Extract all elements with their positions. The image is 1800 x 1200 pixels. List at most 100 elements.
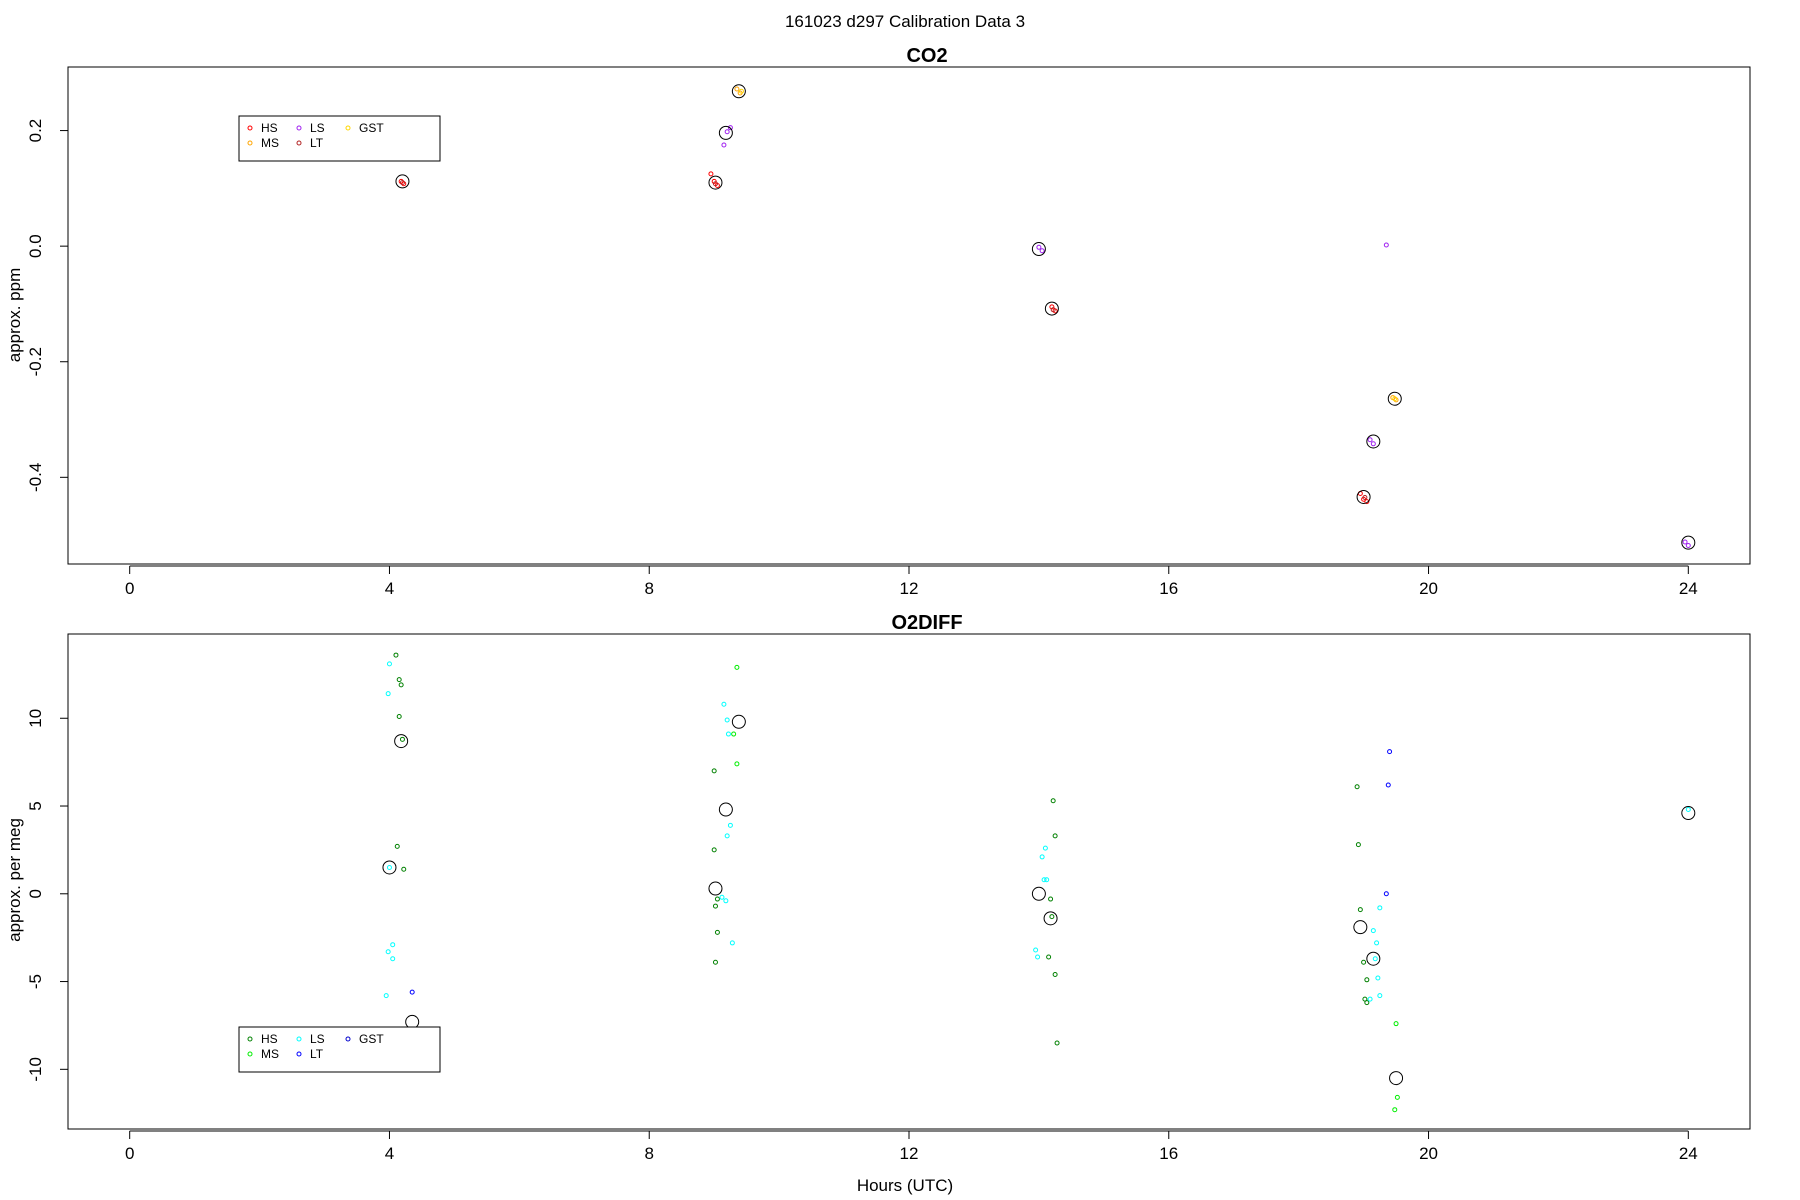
o2diff-point-hs xyxy=(714,929,720,935)
o2diff-point-ls xyxy=(390,956,396,962)
legend-label-ls: LS xyxy=(310,1032,325,1046)
o2diff-point-ls xyxy=(721,701,727,707)
legend-marker-hs xyxy=(247,1036,253,1042)
co2-data-points xyxy=(395,84,1696,550)
legend-label-gst: GST xyxy=(359,1032,384,1046)
o2diff-point-hs xyxy=(398,682,404,688)
x-tick-label: 4 xyxy=(385,1144,394,1163)
o2diff-y-axis: -10 -5 0 5 10 xyxy=(26,709,69,1082)
o2diff-point-ms xyxy=(731,731,737,737)
y-tick-label: 5 xyxy=(26,801,45,810)
legend-label-hs: HS xyxy=(261,1032,278,1046)
o2diff-panel-title: O2DIFF xyxy=(891,612,962,634)
o2diff-point-ls xyxy=(1367,996,1373,1002)
legend-marker-lt xyxy=(296,1051,302,1057)
o2diff-point-ls xyxy=(1042,845,1048,851)
co2-panel: CO2 0 4 8 12 16 20 24 -0.4 -0.2 0.0 0.2 approx. p… xyxy=(5,45,1751,598)
x-tick-label: 16 xyxy=(1159,579,1178,598)
co2-point-ls xyxy=(1370,441,1376,447)
o2diff-point-hs xyxy=(1354,784,1360,790)
o2diff-point-hs xyxy=(401,866,407,872)
o2diff-point-ls xyxy=(1375,975,1381,981)
o2diff-point-ls xyxy=(1370,928,1376,934)
co2-point-ls xyxy=(727,125,733,131)
o2diff-mean-marker xyxy=(405,1014,420,1029)
co2-point-ms xyxy=(1393,397,1399,403)
o2diff-point-ls xyxy=(723,898,729,904)
x-tick-label: 24 xyxy=(1679,1144,1698,1163)
x-tick-label: 0 xyxy=(125,579,134,598)
y-tick-label: -0.4 xyxy=(26,463,45,492)
legend-marker-ls xyxy=(296,1036,302,1042)
o2diff-data-points xyxy=(382,652,1696,1113)
co2-mean-marker xyxy=(1681,535,1696,550)
o2diff-point-hs xyxy=(714,896,720,902)
legend-label-lt: LT xyxy=(310,136,324,150)
co2-point-hs xyxy=(1049,304,1055,310)
o2diff-point-ms xyxy=(1393,1021,1399,1027)
co2-mean-marker xyxy=(708,175,723,190)
x-tick-label: 8 xyxy=(644,579,653,598)
co2-point-ls xyxy=(721,142,727,148)
legend-label-ms: MS xyxy=(261,136,279,150)
co2-point-ls xyxy=(1682,539,1688,545)
o2diff-point-hs xyxy=(399,736,405,742)
o2diff-point-lt xyxy=(1387,749,1393,755)
co2-point-ls xyxy=(1367,437,1373,443)
o2diff-point-hs xyxy=(711,768,717,774)
co2-point-ms xyxy=(734,86,740,92)
o2diff-point-ls xyxy=(1685,807,1691,813)
o2diff-point-ls xyxy=(1377,905,1383,911)
y-tick-label: 0.0 xyxy=(26,234,45,258)
legend-marker-ls xyxy=(296,125,302,131)
o2diff-point-ls xyxy=(1033,947,1039,953)
o2diff-mean-marker xyxy=(382,860,397,875)
co2-point-hs xyxy=(708,171,714,177)
x-axis-label: Hours (UTC) xyxy=(857,1176,953,1195)
o2diff-point-ls xyxy=(719,894,725,900)
x-tick-label: 16 xyxy=(1159,1144,1178,1163)
legend-marker-hs xyxy=(247,125,253,131)
co2-y-axis: -0.4 -0.2 0.0 0.2 xyxy=(26,119,69,492)
x-tick-label: 20 xyxy=(1419,579,1438,598)
x-tick-label: 20 xyxy=(1419,1144,1438,1163)
o2diff-point-hs xyxy=(711,847,717,853)
legend-marker-lt xyxy=(296,140,302,146)
o2diff-x-axis: 0 4 8 12 16 20 24 xyxy=(125,1130,1698,1163)
co2-point-ls xyxy=(724,129,730,135)
o2diff-point-hs xyxy=(396,677,402,683)
co2-point-lt xyxy=(1050,307,1056,313)
o2diff-point-hs xyxy=(712,903,718,909)
o2diff-y-axis-label: approx. per meg xyxy=(5,818,24,942)
legend-marker-gst xyxy=(345,1036,351,1042)
y-tick-label: -0.2 xyxy=(26,347,45,376)
co2-mean-marker xyxy=(1366,434,1381,449)
o2diff-point-ms xyxy=(1392,1107,1398,1113)
o2diff-point-hs xyxy=(712,959,718,965)
co2-mean-marker xyxy=(718,125,733,140)
o2diff-point-hs xyxy=(1054,1040,1060,1046)
o2diff-point-ls xyxy=(1377,993,1383,999)
o2diff-point-ls xyxy=(1035,954,1041,960)
o2diff-mean-marker xyxy=(1389,1071,1404,1086)
o2diff-point-ls xyxy=(1044,877,1050,883)
co2-mean-marker xyxy=(1044,301,1059,316)
o2diff-point-hs xyxy=(394,843,400,849)
o2diff-mean-marker xyxy=(1043,911,1058,926)
o2diff-point-ls xyxy=(385,691,391,697)
co2-point-lt xyxy=(1362,495,1368,501)
o2diff-point-ms xyxy=(1394,1094,1400,1100)
o2diff-point-ms xyxy=(734,664,740,670)
o2diff-point-lt xyxy=(1383,891,1389,897)
legend-marker-ms xyxy=(247,1051,253,1057)
co2-y-axis-label: approx. ppm xyxy=(5,268,24,363)
o2diff-point-ls xyxy=(383,993,389,999)
o2diff-point-hs xyxy=(1357,907,1363,913)
x-tick-label: 24 xyxy=(1679,579,1698,598)
legend-box xyxy=(238,1026,441,1073)
o2diff-mean-marker xyxy=(718,802,733,817)
legend-marker-gst xyxy=(345,125,351,131)
o2diff-point-ls xyxy=(727,822,733,828)
o2diff-point-hs xyxy=(1355,842,1361,848)
